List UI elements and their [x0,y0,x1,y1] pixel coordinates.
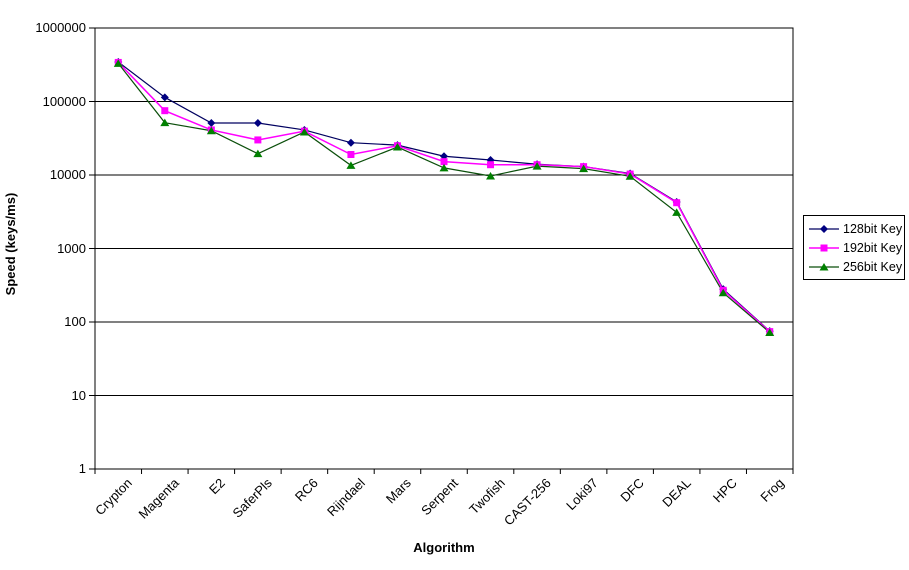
y-tick-label: 1000 [57,240,86,256]
data-point-marker-256bit-key [439,163,449,172]
data-point-marker-192bit-key [254,136,262,144]
legend-label: 192bit Key [843,240,903,255]
y-tick-label: 100 [64,314,86,329]
data-point-marker-128bit-key [253,118,262,127]
data-point-marker-256bit-key [392,143,402,151]
data-point-marker-256bit-key [532,162,542,170]
data-point-marker-256bit-key [253,149,263,158]
legend-marker-192bit-key [820,244,828,251]
series-line-192bit-key [117,61,771,333]
data-point-marker-256bit-key [672,208,682,216]
data-point-marker-192bit-key [487,161,495,169]
legend-item-128bit-key: 128bit Key [804,219,904,238]
y-tick-label: 1 [78,461,86,476]
series-line-128bit-key [117,61,771,332]
data-point-marker-256bit-key [486,171,496,180]
data-point-marker-256bit-key [579,164,589,173]
legend-item-192bit-key: 192bit Key [804,238,904,257]
legend-marker-256bit-key [819,262,829,270]
square-marker-icon [809,244,839,251]
data-point-marker-128bit-key [207,118,216,127]
legend-label: 128bit Key [843,221,903,236]
data-point-marker-256bit-key [113,59,123,67]
data-point-marker-192bit-key [161,107,169,115]
y-tick-label: 10 [71,387,86,403]
data-point-marker-256bit-key [765,328,775,336]
data-point-marker-256bit-key [206,126,216,135]
data-point-marker-192bit-key [440,158,448,166]
triangle-marker-icon [809,262,839,270]
y-tick-label: 1000000 [35,20,86,35]
data-point-marker-256bit-key [299,127,309,136]
legend-marker-128bit-key [820,224,828,233]
data-point-marker-128bit-key [160,93,169,102]
series-line-256bit-key [117,63,771,333]
data-point-marker-256bit-key [625,172,635,180]
data-point-marker-256bit-key [346,161,356,169]
legend-label: 256bit Key [843,259,903,274]
data-point-marker-256bit-key [718,288,728,297]
data-point-marker-128bit-key [346,138,355,147]
y-tick-label: 100000 [42,93,86,109]
data-point-marker-256bit-key [160,118,170,127]
data-point-marker-192bit-key [673,199,681,207]
diamond-marker-icon [809,224,839,233]
data-point-marker-192bit-key [347,151,355,159]
legend: 128bit Key 192bit Key 256bit Key [803,215,905,280]
x-axis-title: Algorithm [413,540,475,555]
y-tick-label: 10000 [49,167,86,182]
legend-item-256bit-key: 256bit Key [804,257,904,276]
y-axis-title: Speed (keys/ms) [3,192,18,296]
